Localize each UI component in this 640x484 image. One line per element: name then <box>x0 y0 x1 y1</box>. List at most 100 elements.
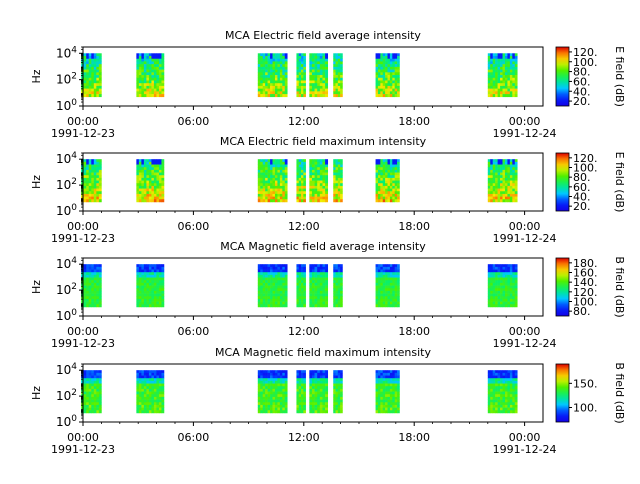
x-tick-label: 00:00 <box>67 115 99 128</box>
data-block <box>136 264 165 308</box>
x-tick-label: 06:00 <box>178 325 210 338</box>
y-tick-label: 102 <box>56 282 77 297</box>
y-axis-label: Hz <box>30 280 43 294</box>
panel-title: MCA Electric field maximum intensity <box>220 135 427 148</box>
heatmap-data <box>81 53 518 98</box>
axes-frame <box>82 46 544 107</box>
axes-frame <box>82 363 544 423</box>
data-block <box>487 264 518 308</box>
x-tick-label: 18:00 <box>398 431 430 444</box>
data-block <box>81 370 102 414</box>
colorbar-tick-label: 140. <box>573 276 598 289</box>
data-block <box>81 159 102 203</box>
x-tick-label: 12:00 <box>288 220 320 233</box>
data-block <box>375 53 400 98</box>
colorbar: 20.40.60.80.100.120. E field (dB) <box>555 152 626 213</box>
data-block <box>296 159 306 203</box>
panel-4: MCA Magnetic field maximum intensity 100 1… <box>30 346 626 456</box>
x-tick-label: 00:00 <box>509 431 541 444</box>
x-tick-label: 06:00 <box>178 220 210 233</box>
data-block <box>309 159 329 203</box>
x-tick-label: 00:00 <box>67 325 99 338</box>
y-tick-label: 100 <box>56 308 77 323</box>
data-block <box>487 370 518 414</box>
y-axis-label: Hz <box>30 386 43 400</box>
x-tick-label: 06:00 <box>178 115 210 128</box>
colorbar-tick-label: 100. <box>573 296 598 309</box>
data-block <box>296 264 306 308</box>
y-tick-label: 100 <box>56 414 77 429</box>
colorbar: 100. 150. B field (dB) <box>555 362 626 424</box>
x-tick-label: 00:00 <box>67 220 99 233</box>
panel-2: MCA Electric field maximum intensity 100 1… <box>30 135 626 245</box>
axes-frame <box>82 152 544 212</box>
data-block <box>136 370 165 414</box>
colorbar-gradient <box>555 363 570 423</box>
y-tick-label: 102 <box>56 177 77 192</box>
x-tick-date: 1991-12-23 <box>51 232 115 245</box>
colorbar-label: B field (dB) <box>613 256 626 317</box>
data-block <box>309 370 329 414</box>
panel-title: MCA Magnetic field average intensity <box>220 240 426 253</box>
x-tick-label: 00:00 <box>509 220 541 233</box>
data-block <box>296 53 306 98</box>
data-block <box>333 159 343 203</box>
colorbar-tick-label: 20. <box>573 200 591 213</box>
colorbar-tick-label: 60. <box>573 75 591 88</box>
colorbar-gradient <box>555 152 570 212</box>
x-tick-label: 12:00 <box>288 325 320 338</box>
y-tick-label: 102 <box>56 72 77 87</box>
y-tick-label: 104 <box>56 45 77 60</box>
x-tick-date: 1991-12-23 <box>51 337 115 350</box>
data-block <box>487 159 518 203</box>
panel-title: MCA Magnetic field maximum intensity <box>215 346 431 359</box>
x-tick-label: 00:00 <box>67 431 99 444</box>
data-block <box>257 370 288 414</box>
colorbar-label: E field (dB) <box>613 46 626 107</box>
colorbar-tick-label: 80. <box>573 171 591 184</box>
y-axis-label: Hz <box>30 175 43 189</box>
panel-3: MCA Magnetic field average intensity 100 1… <box>30 240 626 350</box>
colorbar-tick-label: 40. <box>573 191 591 204</box>
colorbar-tick-label: 180. <box>573 257 598 270</box>
heatmap-data <box>81 159 518 203</box>
colorbar-tick-label: 120. <box>573 286 598 299</box>
data-block <box>309 53 329 98</box>
data-block <box>309 264 329 308</box>
x-tick-date: 1991-12-24 <box>493 443 557 456</box>
data-block <box>257 264 288 308</box>
colorbar-gradient <box>555 46 570 107</box>
x-tick-label: 18:00 <box>398 220 430 233</box>
x-tick-date: 1991-12-23 <box>51 127 115 140</box>
y-tick-label: 100 <box>56 98 77 113</box>
data-block <box>375 264 400 308</box>
colorbar-tick-label: 160. <box>573 267 598 280</box>
data-block <box>81 53 102 98</box>
x-tick-date: 1991-12-24 <box>493 127 557 140</box>
panel-title: MCA Electric field average intensity <box>225 29 421 42</box>
data-block <box>136 53 165 98</box>
x-tick-label: 18:00 <box>398 115 430 128</box>
y-tick-label: 102 <box>56 388 77 403</box>
colorbar-tick-label: 100. <box>573 56 598 69</box>
x-tick-label: 06:00 <box>178 431 210 444</box>
axes-frame <box>82 257 544 317</box>
colorbar-gradient <box>555 257 570 317</box>
colorbar-tick-label: 100. <box>573 402 598 415</box>
colorbar-tick-label: 120. <box>573 46 598 59</box>
data-block <box>257 159 288 203</box>
data-block <box>487 53 518 98</box>
x-tick-date: 1991-12-24 <box>493 337 557 350</box>
colorbar-tick-label: 40. <box>573 85 591 98</box>
heatmap-data <box>81 370 518 414</box>
heatmap-data <box>81 264 518 308</box>
data-block <box>375 370 400 414</box>
colorbar-tick-label: 60. <box>573 181 591 194</box>
data-block <box>257 53 288 98</box>
colorbar-tick-label: 120. <box>573 152 598 165</box>
data-block <box>333 264 343 308</box>
x-tick-label: 12:00 <box>288 431 320 444</box>
y-tick-label: 104 <box>56 362 77 377</box>
